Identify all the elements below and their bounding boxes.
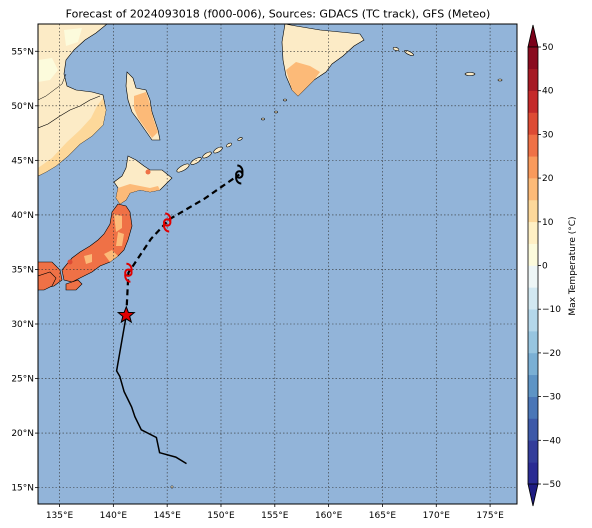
- cyclone-symbol-icon: [162, 212, 172, 233]
- y-tick-label: 15°N: [11, 484, 34, 494]
- graticule: [38, 24, 517, 504]
- mainland-white-area: [38, 58, 58, 82]
- colorbar-segment: [528, 418, 538, 441]
- honshu-cool-1: [104, 250, 118, 262]
- x-tick-label: 160°E: [315, 511, 343, 521]
- colorbar-segment: [528, 309, 538, 332]
- colorbar: 50 40 30 20 10 0 −10 −20 −30 −40 −50: [527, 24, 561, 507]
- colorbar-segment: [528, 199, 538, 223]
- shikoku: [65, 279, 83, 291]
- mainland-warm-coast: [38, 98, 106, 176]
- forecast-track-line: [125, 173, 240, 316]
- colorbar-tick-label: −50: [542, 480, 561, 490]
- colorbar-tick-label: −40: [542, 436, 561, 446]
- kamchatka-warm: [286, 62, 320, 96]
- colorbar-tick-label: −30: [542, 393, 561, 403]
- latitude-axis: 15°N 20°N 25°N 30°N 35°N 40°N 45°N 50°N 55°N: [11, 47, 38, 494]
- border-2: [38, 73, 67, 101]
- colorbar-segment: [528, 90, 538, 113]
- x-tick-label: 140°E: [100, 511, 128, 521]
- colorbar-segment: [528, 112, 538, 135]
- colorbar-segment: [528, 47, 538, 70]
- y-tick-label: 25°N: [11, 375, 34, 385]
- x-tick-label: 165°E: [369, 511, 397, 521]
- colorbar-tick-label: −20: [542, 349, 561, 359]
- x-tick-label: 170°E: [423, 511, 451, 521]
- colorbar-segment: [528, 221, 538, 244]
- colorbar-segment: [528, 178, 538, 201]
- y-tick-label: 30°N: [11, 320, 34, 330]
- colorbar-tick-label: 40: [542, 87, 554, 97]
- colorbar-segment: [528, 156, 538, 179]
- x-tick-label: 135°E: [46, 511, 74, 521]
- ocean: [38, 24, 517, 504]
- colorbar-tick-label: 20: [542, 174, 554, 184]
- x-tick-label: 155°E: [261, 511, 289, 521]
- colorbar-extend-low: [527, 483, 539, 507]
- colorbar-label: Max Temperature (°C): [568, 216, 578, 315]
- y-tick-label: 35°N: [11, 265, 34, 275]
- colorbar-segment: [528, 374, 538, 397]
- landmasses: [38, 24, 503, 489]
- honshu-cool-2: [114, 214, 122, 232]
- y-tick-label: 50°N: [11, 102, 34, 112]
- cyclone-symbol-icon: [124, 262, 133, 283]
- colorbar-tick-label: −10: [542, 305, 561, 315]
- x-tick-label: 175°E: [476, 511, 504, 521]
- colorbar-segment: [528, 287, 538, 310]
- colorbar-tick-label: 30: [542, 130, 554, 140]
- colorbar-segment: [528, 440, 538, 463]
- sakhalin-warm: [134, 92, 158, 138]
- colorbar-tick-label: 10: [542, 218, 554, 228]
- honshu-cool-4: [116, 232, 124, 246]
- honshu-hot-spot: [67, 259, 73, 265]
- cyclone-symbol-icon: [235, 164, 244, 185]
- colorbar-segment: [528, 68, 538, 91]
- kuril-islands: [176, 98, 287, 173]
- colorbar-segment: [528, 265, 538, 288]
- current-position-star-icon: [116, 305, 136, 324]
- longitude-axis: 135°E 140°E 145°E 150°E 155°E 160°E 165°E 170°E…: [46, 504, 504, 521]
- colorbar-extend-high: [527, 24, 539, 48]
- aleutian-islands: [392, 46, 503, 82]
- kyushu: [38, 271, 57, 291]
- y-tick-label: 45°N: [11, 156, 34, 166]
- colorbar-segment: [528, 331, 538, 354]
- x-tick-label: 145°E: [153, 511, 181, 521]
- honshu-cool-3: [84, 254, 92, 264]
- honshu: [61, 203, 133, 283]
- x-tick-label: 150°E: [207, 511, 235, 521]
- past-track-line: [115, 315, 187, 465]
- colorbar-tick-label: 0: [542, 262, 548, 272]
- map-frame: [37, 23, 518, 505]
- hokkaido-hot-spot: [145, 169, 151, 175]
- colorbar-segment: [528, 134, 538, 157]
- china-border: [38, 95, 101, 129]
- figure-title: Forecast of 2024093018 (f000-006), Sourc…: [66, 8, 491, 21]
- colorbar-segment: [528, 352, 538, 376]
- y-tick-label: 20°N: [11, 429, 34, 439]
- colorbar-tick-label: 50: [542, 43, 554, 53]
- colorbar-segment: [528, 243, 538, 266]
- cyclone-track: [115, 164, 244, 465]
- y-tick-label: 40°N: [11, 211, 34, 221]
- hokkaido-warm: [116, 184, 160, 204]
- y-tick-label: 55°N: [11, 47, 34, 57]
- colorbar-segment: [528, 396, 538, 419]
- mainland-interior-white: [64, 28, 82, 46]
- colorbar-segment: [528, 462, 538, 485]
- map-panel: 135°E 140°E 145°E 150°E 155°E 160°E 165°E 170°E…: [11, 23, 518, 521]
